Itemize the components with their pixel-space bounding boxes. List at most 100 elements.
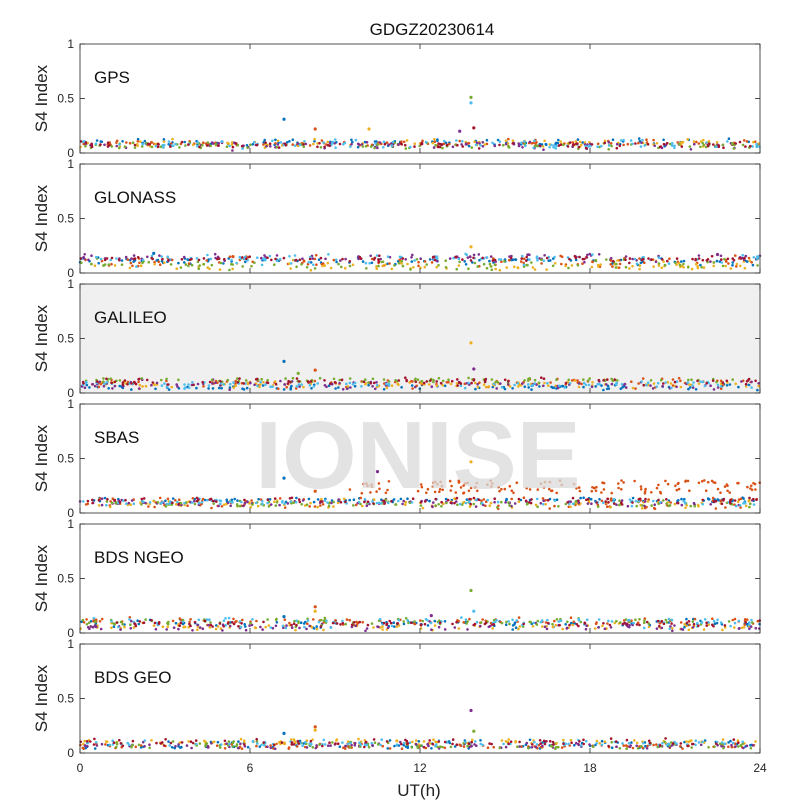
scatter-point (312, 263, 315, 267)
scatter-point (316, 498, 320, 501)
scatter-point (322, 738, 326, 742)
scatter-point (194, 739, 198, 742)
scatter-point (390, 500, 393, 503)
scatter-point (313, 379, 317, 383)
scatter-point (274, 618, 278, 622)
scatter-point (410, 621, 413, 624)
scatter-point (582, 381, 586, 385)
scatter-point (628, 257, 632, 260)
scatter-point (401, 264, 405, 268)
scatter-point (375, 501, 379, 505)
scatter-point (219, 261, 223, 265)
scatter-point (664, 381, 668, 384)
scatter-point (410, 255, 413, 259)
scatter-point (607, 144, 611, 147)
scatter-point (517, 500, 521, 504)
scatter-point (216, 625, 220, 628)
scatter-point (130, 382, 133, 385)
scatter-point (522, 257, 526, 261)
scatter-point (401, 502, 404, 506)
scatter-point (144, 618, 147, 621)
scatter-point (209, 621, 212, 624)
scatter-point (110, 145, 114, 148)
scatter-point (454, 255, 457, 259)
scatter-point (221, 629, 224, 632)
scatter-point (692, 140, 696, 143)
scatter-point (626, 142, 630, 146)
scatter-point (503, 259, 506, 263)
scatter-point (680, 497, 683, 501)
scatter-point (610, 740, 613, 744)
scatter-point (504, 740, 508, 743)
scatter-point (150, 256, 153, 260)
scatter-point (667, 262, 671, 265)
scatter-point (326, 140, 330, 144)
scatter-point (477, 253, 481, 256)
scatter-point (434, 743, 438, 746)
scatter-point (122, 499, 125, 503)
scatter-point (702, 138, 705, 142)
scatter-point (380, 738, 384, 741)
scatter-point (241, 265, 244, 268)
scatter-point (83, 386, 87, 390)
scatter-point (331, 621, 335, 625)
scatter-point (385, 740, 389, 743)
scatter-point (105, 377, 108, 381)
scatter-point (196, 382, 200, 386)
scatter-point (338, 381, 341, 385)
scatter-point (606, 505, 609, 509)
scatter-point (220, 140, 223, 143)
scatter-point (234, 142, 238, 145)
scatter-point (595, 742, 598, 745)
spike-point (313, 605, 317, 609)
scatter-point (196, 623, 199, 627)
scatter-point (603, 141, 607, 145)
scatter-point (428, 258, 432, 261)
scatter-point (621, 622, 625, 626)
scatter-point (400, 747, 404, 750)
scatter-point (318, 376, 322, 380)
scatter-point (508, 622, 511, 626)
scatter-point (286, 382, 290, 385)
scatter-point (541, 744, 544, 748)
scatter-point (390, 624, 394, 628)
scatter-point (526, 263, 529, 267)
scatter-point (490, 485, 493, 488)
scatter-point (129, 503, 132, 507)
scatter-point (747, 256, 751, 260)
scatter-point (710, 254, 714, 258)
scatter-point (459, 744, 463, 747)
scatter-point (602, 501, 605, 505)
scatter-point (591, 253, 594, 256)
scatter-point (133, 381, 137, 385)
scatter-point (671, 627, 674, 630)
scatter-point (232, 622, 236, 626)
scatter-point (659, 492, 663, 495)
scatter-point (626, 619, 630, 622)
scatter-point (683, 625, 686, 629)
scatter-point (548, 145, 551, 149)
scatter-point (647, 257, 650, 260)
scatter-point (346, 742, 350, 746)
scatter-point (611, 138, 615, 141)
scatter-point (103, 258, 107, 262)
scatter-point (724, 506, 727, 509)
scatter-point (647, 625, 651, 629)
scatter-point (604, 500, 607, 503)
scatter-point (474, 740, 477, 743)
scatter-point (525, 741, 529, 745)
scatter-point (364, 740, 368, 744)
scatter-point (406, 497, 409, 501)
y-tick-label: 0.5 (57, 332, 74, 346)
scatter-point (183, 625, 186, 629)
scatter-point (382, 378, 386, 381)
scatter-point (209, 144, 212, 148)
scatter-point (595, 739, 599, 743)
scatter-point (615, 379, 619, 382)
scatter-point (614, 266, 618, 269)
scatter-point (744, 145, 747, 148)
scatter-point (165, 628, 168, 631)
scatter-point (365, 627, 369, 630)
scatter-point (613, 621, 617, 625)
scatter-point (298, 385, 301, 388)
